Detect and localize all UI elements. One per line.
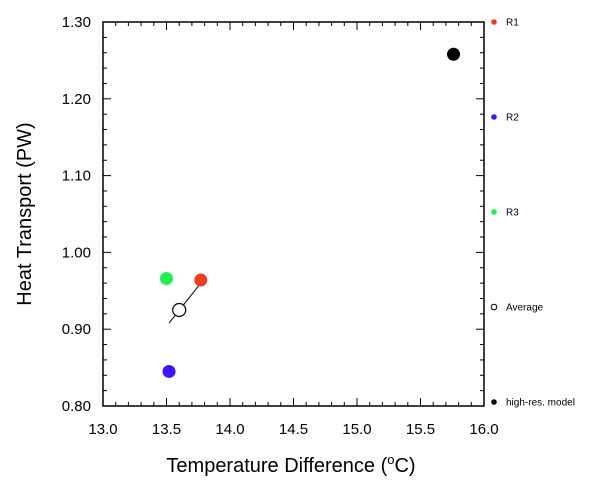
point-average bbox=[172, 302, 187, 318]
average-spread-line bbox=[168, 282, 202, 324]
legend-marker-r2 bbox=[491, 114, 497, 120]
y-tick-label: 1.30 bbox=[62, 14, 91, 31]
x-axis-title-text: Temperature Difference ( bbox=[166, 455, 387, 477]
plot-frame bbox=[102, 21, 485, 407]
tick-labels: 13.0 13.5 14.0 14.5 15.0 15.5 16.0 0.80 0.90 1.00… bbox=[62, 14, 499, 438]
point-r3 bbox=[160, 272, 173, 286]
annotations bbox=[168, 282, 202, 324]
legend-label-average: Average bbox=[506, 303, 544, 314]
legend: R1 R2 R3 Average high-res. model bbox=[490, 18, 575, 409]
x-tick-label: 15.0 bbox=[342, 421, 371, 438]
y-tick-label: 1.10 bbox=[62, 168, 91, 185]
y-tick-label: 0.80 bbox=[62, 398, 91, 415]
axis-ticks bbox=[102, 21, 485, 407]
legend-marker-average bbox=[490, 303, 498, 311]
point-r2 bbox=[162, 364, 176, 378]
legend-label-r1: R1 bbox=[506, 18, 519, 29]
legend-label-r3: R3 bbox=[506, 208, 519, 219]
x-tick-label: 16.0 bbox=[469, 421, 498, 438]
x-axis-title-superscript: o bbox=[387, 452, 394, 467]
y-tick-label: 1.00 bbox=[62, 244, 91, 261]
legend-label-r2: R2 bbox=[506, 113, 519, 124]
x-tick-label: 14.5 bbox=[279, 421, 308, 438]
x-axis-title-unit: C) bbox=[394, 455, 415, 477]
legend-marker-high-res-model bbox=[491, 399, 497, 405]
x-tick-label: 13.5 bbox=[152, 421, 181, 438]
x-axis-title: Temperature Difference (oC) bbox=[166, 452, 415, 477]
point-r1 bbox=[194, 273, 208, 287]
y-tick-label: 0.90 bbox=[62, 321, 91, 338]
y-axis-title: Heat Transport (PW) bbox=[14, 122, 36, 305]
legend-marker-r1 bbox=[491, 19, 497, 25]
legend-label-high-res-model: high-res. model bbox=[506, 398, 575, 409]
y-tick-label: 1.20 bbox=[62, 91, 91, 108]
x-tick-label: 14.0 bbox=[215, 421, 244, 438]
data-points bbox=[160, 47, 461, 378]
x-tick-label: 15.5 bbox=[406, 421, 435, 438]
point-high-res-model bbox=[447, 47, 461, 61]
legend-marker-r3 bbox=[491, 209, 497, 215]
x-tick-label: 13.0 bbox=[88, 421, 117, 438]
